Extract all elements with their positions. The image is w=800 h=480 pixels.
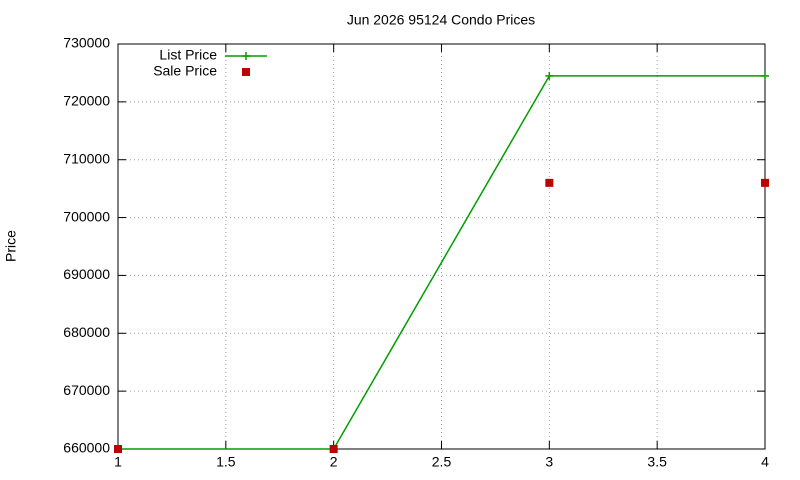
x-tick-label: 3	[545, 454, 553, 470]
y-tick-label: 720000	[63, 93, 110, 109]
chart-title: Jun 2026 95124 Condo Prices	[347, 12, 535, 28]
y-tick-label: 670000	[63, 382, 110, 398]
y-tick-label: 700000	[63, 208, 110, 224]
y-tick-label: 730000	[63, 35, 110, 51]
data-point	[545, 71, 554, 80]
legend-label: List Price	[159, 47, 217, 63]
data-point	[761, 178, 769, 187]
legend-marker	[242, 68, 250, 76]
x-tick-label: 2	[330, 454, 338, 470]
x-tick-label: 4	[761, 454, 769, 470]
x-tick-label: 3.5	[647, 454, 667, 470]
data-point	[329, 445, 338, 453]
x-tick-label: 1.5	[216, 454, 236, 470]
y-tick-label: 660000	[63, 440, 110, 456]
plot-border	[117, 43, 766, 450]
data-point	[114, 445, 122, 453]
y-tick-label: 710000	[63, 150, 110, 166]
legend-label: Sale Price	[153, 63, 217, 79]
series-line	[118, 75, 765, 450]
x-tick-label: 1	[114, 454, 122, 470]
y-tick-label: 690000	[63, 266, 110, 282]
x-tick-label: 2.5	[432, 454, 452, 470]
legend-marker	[242, 52, 250, 60]
data-point	[545, 178, 554, 187]
y-axis-label: Price	[3, 230, 19, 262]
data-point	[761, 71, 769, 80]
y-tick-label: 680000	[63, 324, 110, 340]
